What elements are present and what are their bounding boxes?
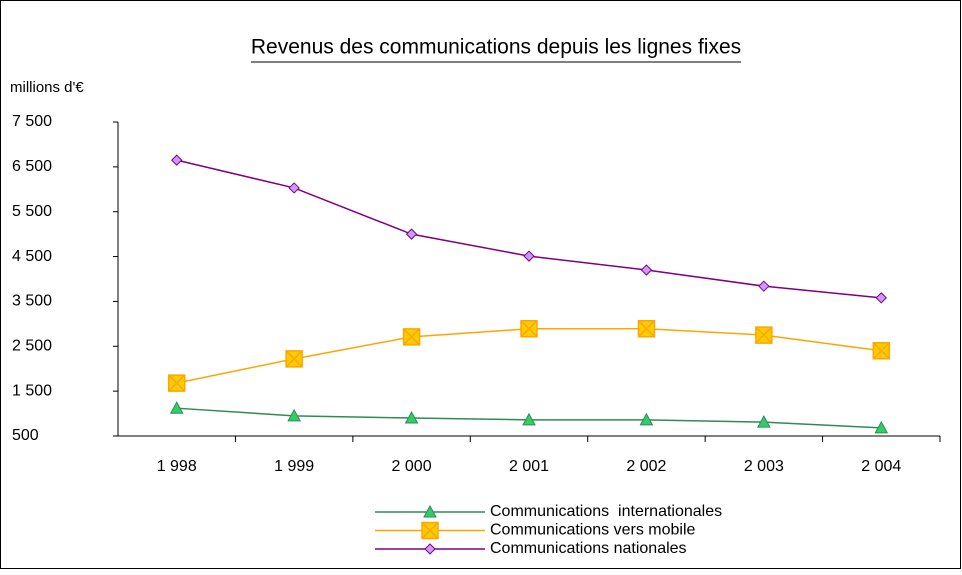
x-tick-label: 1 999 [274, 458, 314, 475]
marker [167, 374, 186, 392]
marker [287, 408, 301, 422]
marker [169, 401, 184, 414]
x-tick-label: 2 004 [861, 458, 901, 475]
marker [875, 292, 887, 304]
y-tick-label: 3 500 [12, 293, 52, 310]
chart-title: Revenus des communications depuis les li… [251, 36, 741, 59]
legend-marker [421, 521, 439, 540]
marker [522, 412, 536, 426]
y-tick-label: 1 500 [12, 382, 52, 399]
marker [640, 264, 653, 276]
y-tick-label: 6 500 [12, 158, 52, 175]
marker [288, 182, 300, 194]
x-tick-label: 2 000 [392, 458, 432, 475]
marker [404, 411, 419, 424]
marker [402, 328, 421, 346]
marker [405, 228, 418, 240]
y-tick-label: 2 500 [12, 338, 52, 355]
marker [872, 342, 891, 360]
marker [639, 412, 654, 426]
x-tick-label: 2 003 [744, 458, 784, 475]
y-tick-label: 500 [12, 427, 39, 444]
y-tick-label: 7 500 [12, 113, 52, 130]
legend-marker [424, 543, 436, 555]
y-tick-label: 5 500 [12, 203, 52, 220]
marker [285, 350, 303, 368]
legend-marker [423, 504, 437, 518]
marker [520, 320, 538, 338]
y-tick-label: 4 500 [12, 248, 52, 265]
legend-label: Communications vers mobile [490, 522, 696, 539]
marker [523, 250, 535, 262]
marker [637, 320, 656, 338]
x-tick-label: 2 002 [626, 458, 666, 475]
marker [755, 326, 773, 344]
marker [874, 420, 889, 434]
marker [757, 415, 771, 428]
legend-label: Communications internationales [490, 503, 722, 520]
legend-label: Communications nationales [490, 540, 687, 557]
marker [758, 280, 770, 292]
y-axis-label: millions d'€ [10, 79, 84, 96]
marker [171, 154, 183, 166]
x-tick-label: 2 001 [509, 458, 549, 475]
x-tick-label: 1 998 [157, 458, 197, 475]
